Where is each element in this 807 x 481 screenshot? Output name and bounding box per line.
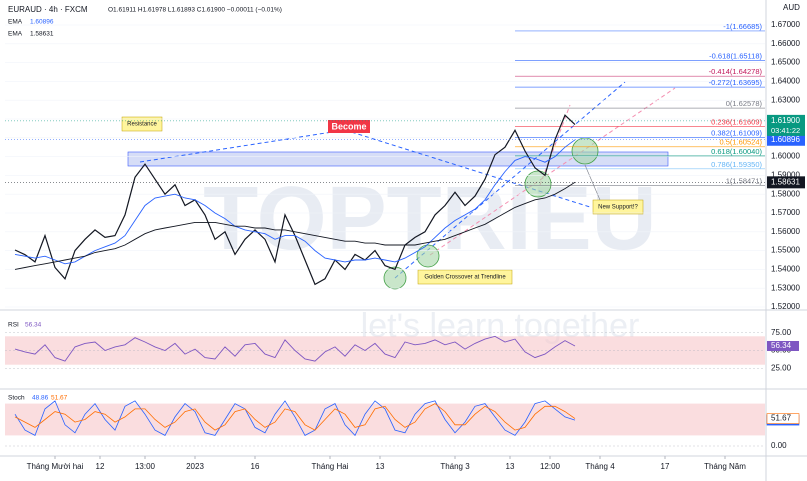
- trendline: [429, 87, 676, 256]
- stoch-label: Stoch: [8, 395, 25, 402]
- fib-label: 0.5(1.60524): [719, 138, 762, 147]
- fib-label: -0.414(1.64278): [709, 67, 763, 76]
- rsi-tick-label: 25.00: [771, 363, 792, 372]
- y-tick-label: 1.52000: [771, 302, 800, 311]
- y-tick-label: 1.65000: [771, 58, 800, 67]
- rsi-label: RSI: [8, 322, 19, 329]
- x-tick-label: 2023: [186, 462, 204, 471]
- y-tick-label: 1.56000: [771, 227, 800, 236]
- callout-box: [328, 120, 370, 133]
- price-tag-label: 1.58631: [771, 177, 800, 186]
- x-tick-label: Tháng Hai: [312, 462, 349, 471]
- price-tag: [767, 114, 805, 127]
- y-tick-label: 1.58000: [771, 189, 800, 198]
- price-tag: [767, 176, 805, 189]
- fib-label: -0.618(1.65118): [709, 51, 762, 60]
- callout-become: Become: [331, 121, 366, 131]
- x-tick-label: Tháng 4: [585, 462, 615, 471]
- stoch-k-value: 48.86: [32, 395, 49, 402]
- callout-box: [121, 116, 163, 132]
- symbol: EURAUD · 4h · FXCM: [8, 5, 88, 14]
- fib-label: 0(1.62578): [726, 99, 763, 108]
- fib-label: 0.618(1.60040): [711, 147, 762, 156]
- price-tag: [767, 133, 805, 146]
- callout-golden-crossover: Golden Crossover at Trendline: [424, 275, 506, 281]
- trendline: [344, 129, 591, 208]
- price-tag-label: 1.60896: [771, 135, 800, 144]
- highlight-circle: [571, 137, 599, 165]
- highlights: [383, 137, 599, 290]
- stoch-tick-label: 0.00: [771, 441, 787, 450]
- rsi-tick-label: 75.00: [771, 328, 792, 337]
- fib-label: 0.382(1.61009): [711, 129, 762, 138]
- y-tick-label: 1.64000: [771, 77, 800, 86]
- ema-label: EMA: [8, 19, 23, 26]
- x-tick-label: 17: [661, 462, 670, 471]
- ema-value: 1.58631: [30, 31, 54, 38]
- x-tick-label: 12: [96, 462, 105, 471]
- fib-label: -1(1.66685): [723, 22, 762, 31]
- countdown: 03:41:22: [771, 126, 800, 135]
- rsi-line: [14, 335, 576, 362]
- fib-label: 0.236(1.61609): [711, 117, 762, 126]
- ema-line: [14, 181, 576, 270]
- callout-new-support: New Support!?: [598, 205, 638, 211]
- fib-label: 1(1.58471): [726, 176, 763, 185]
- y-tick-label: 1.54000: [771, 265, 800, 274]
- price-tag-label: 1.61900: [771, 116, 800, 125]
- stoch-tag-label: 51.67: [771, 414, 792, 423]
- x-tick-label: 13:00: [135, 462, 156, 471]
- x-tick-label: 16: [251, 462, 260, 471]
- rsi-value: 56.34: [25, 322, 42, 329]
- ema-label: EMA: [8, 31, 23, 38]
- y-tick-label: 1.63000: [771, 95, 800, 104]
- stoch-band: [5, 403, 765, 436]
- y-tick-label: 1.60000: [771, 152, 800, 161]
- y-tick-label: 1.59000: [771, 171, 800, 180]
- callout-box: [592, 199, 644, 215]
- stoch-line: [14, 400, 576, 437]
- highlight-circle: [383, 266, 407, 290]
- y-tick-label: 1.66000: [771, 39, 800, 48]
- currency: AUD: [783, 3, 800, 12]
- x-tick-label: 12:00: [540, 462, 561, 471]
- x-tick-label: Tháng 3: [440, 462, 470, 471]
- y-tick-label: 1.67000: [771, 20, 800, 29]
- x-tick-label: 13: [506, 462, 515, 471]
- fib-label: -0.272(1.63695): [709, 78, 763, 87]
- fib-label: 0.786(1.59350): [711, 160, 762, 169]
- highlight-circle: [524, 170, 552, 198]
- ohlc: O1.61911 H1.61978 L1.61893 C1.61900 −0.0…: [108, 7, 282, 14]
- y-tick-label: 1.55000: [771, 246, 800, 255]
- trendline: [394, 81, 626, 279]
- x-tick-label: 13: [376, 462, 385, 471]
- x-tick-label: Tháng Năm: [704, 462, 746, 471]
- ema-value: 1.60896: [30, 19, 54, 26]
- rsi-tag: [767, 340, 799, 351]
- rsi-tag-label: 56.34: [771, 341, 792, 350]
- x-tick-label: Tháng Mười hai: [27, 462, 84, 471]
- callout-box: [417, 269, 513, 285]
- stoch-line: [14, 403, 576, 431]
- stoch-tag: [766, 413, 800, 424]
- y-tick-label: 1.53000: [771, 283, 800, 292]
- ema-line: [14, 139, 576, 265]
- trendline: [539, 104, 571, 186]
- drawings: [139, 81, 676, 279]
- highlight-circle: [416, 244, 440, 268]
- callout-resistance: Resistance: [127, 122, 157, 128]
- y-tick-label: 1.57000: [771, 208, 800, 217]
- stoch-d-value: 51.67: [51, 395, 68, 402]
- countdown-box: [767, 125, 805, 136]
